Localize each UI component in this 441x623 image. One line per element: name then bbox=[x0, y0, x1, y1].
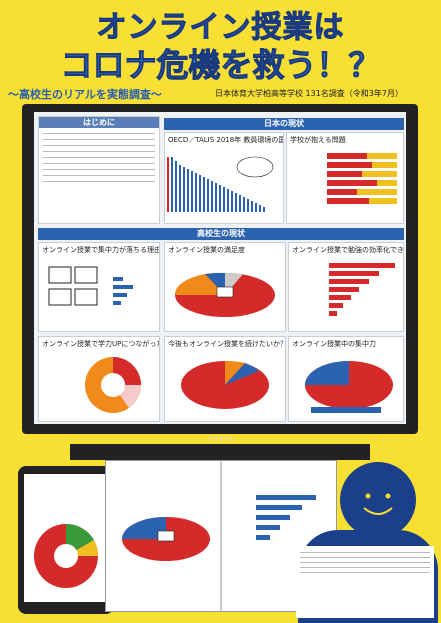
panel-title: オンライン授業中の集中力 bbox=[292, 340, 376, 348]
japan-section-header: 日本の現状 bbox=[164, 118, 404, 130]
bar-chart bbox=[329, 263, 395, 316]
panel-concentration-reasons: オンライン授業で集中力が落ちる理由 bbox=[38, 242, 160, 332]
pie-chart bbox=[181, 360, 269, 409]
intro-panel: はじめに bbox=[38, 116, 160, 224]
tablet-screen bbox=[24, 474, 108, 602]
text-line bbox=[300, 557, 430, 558]
text-line bbox=[43, 163, 155, 164]
stacked-bar-chart bbox=[327, 153, 397, 204]
poster-organization: 日本体育大学柏高等学校 131名調査（令和3年7月） bbox=[215, 89, 403, 98]
panel-title: 今後もオンライン授業を続けたいか？ bbox=[168, 340, 285, 348]
panel-title: オンライン授業で勉強の効率化できる理由 bbox=[292, 246, 403, 254]
japan-right-panel: 学校が抱える問題 bbox=[286, 132, 404, 224]
text-line bbox=[300, 562, 430, 563]
panel-title: オンライン授業で集中力が落ちる理由 bbox=[42, 246, 159, 254]
oecd-panel: OECD／TALIS 2018年 教員環境の国際比較 bbox=[164, 132, 284, 224]
highschool-section-header: 高校生の現状 bbox=[38, 228, 404, 240]
panel-continue-online: 今後もオンライン授業を続けたいか？ bbox=[164, 336, 286, 422]
tablet-pie-chart bbox=[34, 523, 99, 588]
panel-title: オンライン授業で学力UPにつながったか？ bbox=[42, 340, 159, 348]
intro-heading: はじめに bbox=[39, 117, 159, 128]
text-line bbox=[43, 169, 155, 170]
poster-title-line1: オンライン授業は bbox=[96, 10, 345, 46]
text-line bbox=[43, 145, 155, 146]
panel-satisfaction: オンライン授業の満足度 bbox=[164, 242, 286, 332]
panel-academic-improvement: オンライン授業で学力UPにつながったか？ bbox=[38, 336, 160, 422]
pie-chart bbox=[305, 361, 393, 413]
person-head bbox=[340, 462, 416, 538]
text-line bbox=[43, 175, 155, 176]
monitor-stand bbox=[70, 444, 370, 460]
poster-subtitle: 〜高校生のリアルを実態調査〜 bbox=[8, 88, 162, 101]
japan-right-title: 学校が抱える問題 bbox=[290, 136, 346, 144]
panel-concentration-during: オンライン授業中の集中力 bbox=[288, 336, 404, 422]
text-line bbox=[43, 157, 155, 158]
panel-title: オンライン授業の満足度 bbox=[168, 246, 245, 254]
pie-chart bbox=[174, 272, 275, 317]
book-charts bbox=[122, 461, 316, 611]
text-line bbox=[300, 572, 430, 573]
pie-chart bbox=[85, 357, 141, 413]
monitor-brand: TOKEX bbox=[209, 436, 235, 443]
conclusion-note bbox=[296, 546, 434, 618]
poster-title-line2: コロナ危機を救う！？ bbox=[60, 46, 381, 85]
text-line bbox=[43, 133, 155, 134]
text-line bbox=[300, 552, 430, 553]
oecd-title: OECD／TALIS 2018年 教員環境の国際比較 bbox=[168, 136, 283, 144]
illustration bbox=[48, 266, 133, 306]
oecd-bar-chart bbox=[167, 156, 274, 212]
text-line bbox=[43, 181, 155, 182]
smile-face bbox=[363, 493, 393, 515]
text-line bbox=[300, 567, 430, 568]
panel-efficiency-reasons: オンライン授業で勉強の効率化できる理由 bbox=[288, 242, 404, 332]
text-line bbox=[43, 151, 155, 152]
text-line bbox=[43, 139, 155, 140]
